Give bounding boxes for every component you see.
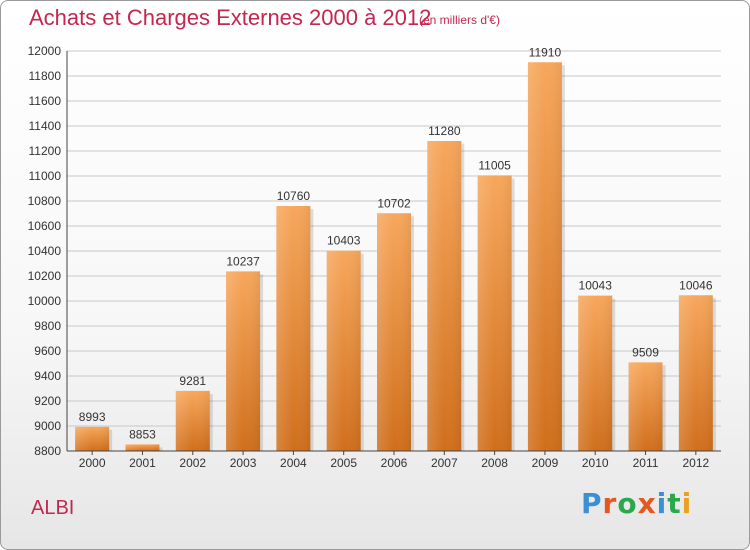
y-tick-label: 8800 [34,444,61,458]
data-label: 9281 [179,374,206,388]
x-tick-label: 2001 [129,456,156,470]
y-tick-label: 9400 [34,369,61,383]
logo-letter: r [602,487,618,520]
bar-shine [578,295,613,451]
y-tick-label: 10400 [28,244,62,258]
bar-shine [175,390,210,451]
bar-shine [527,62,562,451]
logo-letter: t [667,487,682,520]
x-tick-label: 2000 [79,456,106,470]
y-tick-label: 9600 [34,344,61,358]
x-tick-label: 2009 [532,456,559,470]
chart-subtitle: (en milliers d'€) [419,13,500,27]
data-label: 8853 [129,427,156,441]
bar-shine [477,175,512,451]
data-label: 9509 [632,345,659,359]
data-label: 10046 [679,278,713,292]
y-tick-label: 11000 [29,169,62,183]
city-name: ALBI [31,497,75,519]
x-tick-label: 2005 [330,456,357,470]
x-tick-label: 2003 [230,456,257,470]
logo-letter: i [681,487,693,520]
bar-shine [226,271,261,451]
data-label: 11280 [428,124,461,138]
data-label: 10702 [377,196,411,210]
x-tick-label: 2004 [280,456,307,470]
bar-shine [75,426,110,451]
proxiti-logo: Proxiti [581,487,692,520]
y-tick-label: 10600 [28,219,62,233]
data-label: 8993 [79,410,106,424]
data-label: 10403 [327,234,361,248]
y-tick-label: 11200 [29,144,62,158]
bar-shine [377,213,411,451]
x-tick-label: 2007 [431,456,458,470]
x-tick-label: 2010 [582,456,609,470]
y-tick-label: 9200 [34,394,61,408]
data-label: 11910 [529,45,562,59]
x-tick-label: 2012 [682,456,709,470]
chart-title: Achats et Charges Externes 2000 à 2012 [29,5,432,30]
y-tick-label: 9000 [34,419,61,433]
y-tick-label: 11400 [29,119,62,133]
bar-shine [276,206,311,451]
logo-letter: i [656,487,668,520]
data-label: 10760 [277,189,311,203]
y-tick-label: 11600 [29,94,62,108]
x-tick-label: 2002 [179,456,206,470]
y-tick-label: 10000 [28,294,62,308]
data-label: 11005 [478,158,511,172]
y-tick-label: 10800 [28,194,62,208]
y-tick-label: 9800 [34,319,61,333]
bar-shine [427,141,462,451]
bar-shine [628,362,663,451]
y-tick-label: 10200 [28,269,62,283]
x-tick-label: 2008 [481,456,508,470]
logo-letter: o [617,487,638,520]
x-tick-label: 2011 [633,456,659,470]
bar-shine [125,444,160,451]
logo-letter: P [581,487,603,520]
y-tick-label: 11800 [29,69,62,83]
logo-letter: x [637,487,657,520]
y-tick-label: 12000 [28,44,62,58]
data-label: 10043 [579,279,613,293]
data-label: 10237 [226,254,260,268]
x-tick-label: 2006 [381,456,408,470]
bar-shine [678,295,713,451]
bar-shine [326,250,361,451]
